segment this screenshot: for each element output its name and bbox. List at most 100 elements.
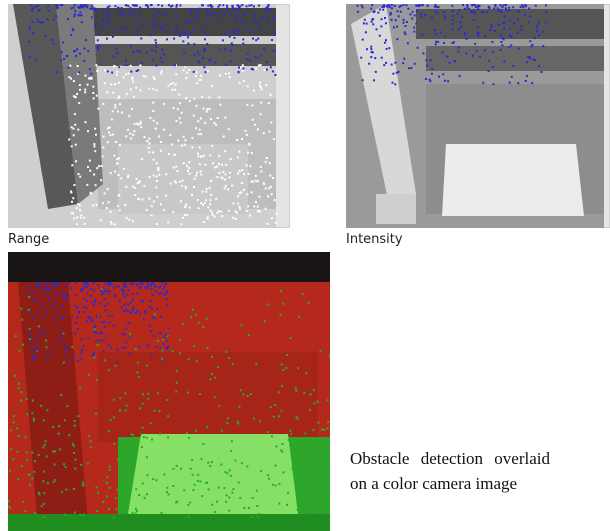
dot [94,26,96,28]
dot [121,472,123,474]
dot [251,191,253,193]
dot [142,482,144,484]
dot [134,32,136,34]
dot [424,14,426,16]
dot [200,170,202,172]
dot [253,418,255,420]
dot [131,283,133,285]
dot [175,26,177,28]
dot [444,35,446,37]
dot [93,145,95,147]
dot [178,32,180,34]
dot [168,85,170,87]
dot [270,94,272,96]
dot [247,205,249,207]
dot [108,283,110,285]
dot [192,28,194,30]
dot [155,128,157,130]
dot [123,469,125,471]
dot [252,38,254,40]
dot [407,42,409,44]
dot [36,339,38,341]
dot [260,170,262,172]
dot [230,475,232,477]
dot [224,173,226,175]
dot [246,466,248,468]
dot [251,105,253,107]
dot [186,72,188,74]
dot [165,283,167,285]
dot [197,480,199,482]
dot [182,40,184,42]
dot [421,34,423,36]
dot [70,287,72,289]
dot [206,111,208,113]
dot [92,86,94,88]
dot [104,359,106,361]
dot [210,118,212,120]
dot [202,204,204,206]
dot [137,293,139,295]
dot [460,26,462,28]
dot [186,432,188,434]
dot [181,185,183,187]
dot [108,285,110,287]
dot [497,7,499,9]
dot [71,145,73,147]
dot [201,458,203,460]
dot [126,93,128,95]
dot [118,157,120,159]
dot [386,48,388,50]
dot [228,72,230,74]
dot [154,78,156,80]
dot [125,64,127,66]
dot [146,209,148,211]
dot [168,328,170,330]
dot [151,49,153,51]
dot [270,66,272,68]
dot [135,508,137,510]
dot [229,36,231,38]
dot [394,83,396,85]
dot [213,122,215,124]
dot [106,91,108,93]
dot [74,468,76,470]
dot [148,147,150,149]
dot [196,82,198,84]
dot [73,217,75,219]
dot [234,211,236,213]
dot [191,137,193,139]
dot [309,409,311,411]
dot [72,29,74,31]
dot [248,173,250,175]
dot [265,84,267,86]
dot [133,450,135,452]
dot [217,366,219,368]
dot [390,14,392,16]
dot [517,32,519,34]
dot [125,186,127,188]
dot [61,4,63,6]
dot [225,351,227,353]
dot [231,440,233,442]
dot [188,167,190,169]
dot [384,17,386,19]
dot [42,303,44,305]
dot [46,287,48,289]
dot [96,315,98,317]
dot [452,10,454,12]
dot [176,120,178,122]
dot [272,70,274,72]
dot [215,198,217,200]
dot [139,286,141,288]
dot [474,13,476,15]
dot [232,203,234,205]
dot [76,216,78,218]
dot [88,317,90,319]
dot [83,345,85,347]
dot [182,217,184,219]
dot [45,339,47,341]
dot [263,132,265,134]
dot [537,25,539,27]
dot [218,163,220,165]
